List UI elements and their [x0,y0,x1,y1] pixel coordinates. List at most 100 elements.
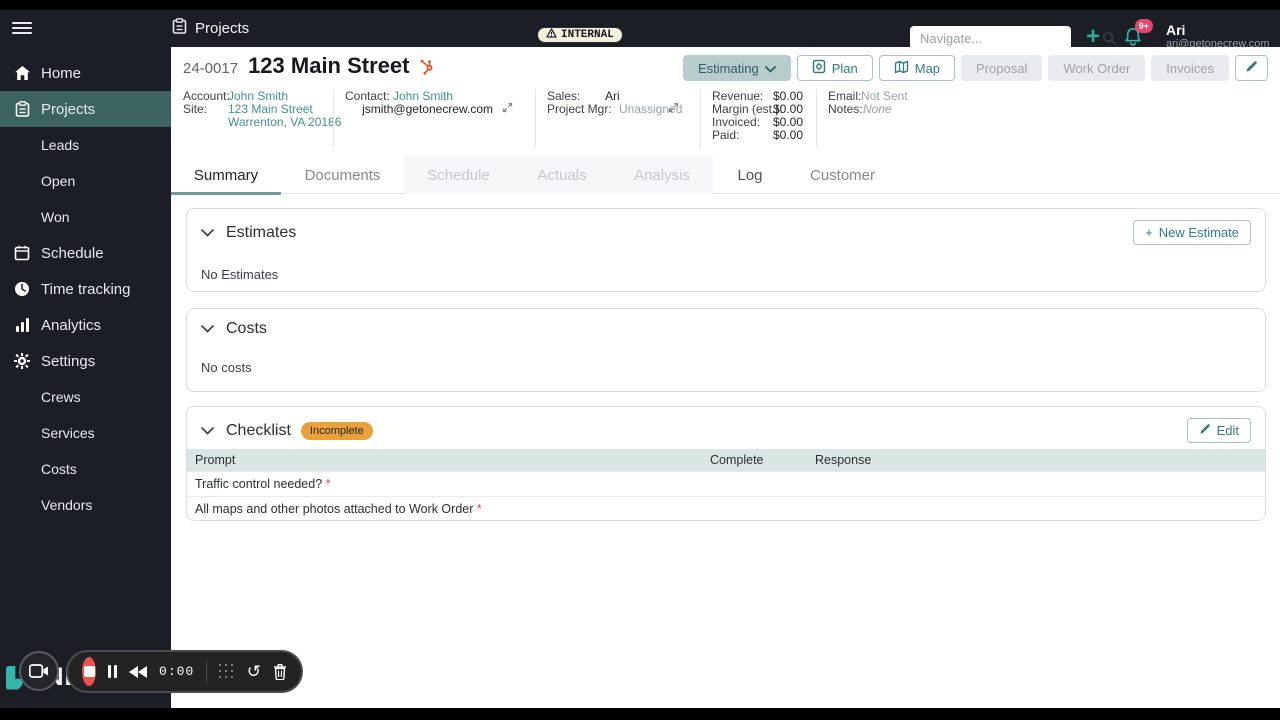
topbar: Projects INTERNAL + 9+ Ari ari@getonecre… [0,10,1280,51]
gear-icon [13,352,31,370]
site-link-line1[interactable]: 123 Main Street [228,102,313,116]
hamburger-menu-icon[interactable] [12,19,32,37]
tab-analysis[interactable]: Analysis [611,156,713,194]
sidebar-item-won[interactable]: Won [41,209,70,225]
project-mgr-value: Unassigned [619,102,683,116]
account-link[interactable]: John Smith [228,89,289,103]
user-menu[interactable]: Ari ari@getonecrew.com [1166,22,1270,50]
project-header: 24-0017 123 Main Street [183,53,436,79]
costs-title: Costs [226,320,267,337]
internal-badge: INTERNAL [537,27,623,43]
work-order-button[interactable]: Work Order [1048,55,1146,81]
checklist-edit-button[interactable]: Edit [1186,418,1251,443]
costs-empty-text: No costs [201,360,252,375]
invoices-button[interactable]: Invoices [1151,55,1229,81]
notes-label: Notes: [828,102,863,116]
stage-dropdown-button[interactable]: Estimating [683,55,791,81]
tab-log[interactable]: Log [737,166,763,184]
proposal-button[interactable]: Proposal [961,55,1043,81]
contact-label: Contact: [345,89,390,103]
estimates-collapse-icon[interactable] [201,228,214,237]
sidebar-item-projects[interactable]: Projects [0,91,171,127]
project-mgr-label: Project Mgr: [547,102,612,116]
tab-customer[interactable]: Customer [809,166,876,184]
sidebar-item-costs[interactable]: Costs [41,461,77,477]
column-prompt: Prompt [187,449,702,472]
tab-bar: Summary Documents Schedule Actuals Analy… [171,156,1280,195]
video-camera-icon [29,664,48,678]
new-estimate-button[interactable]: + New Estimate [1133,220,1251,245]
sidebar-item-crews[interactable]: Crews [41,389,81,405]
site-link-line2[interactable]: Warrenton, VA 20186 [228,115,342,129]
costs-collapse-icon[interactable] [201,325,214,333]
plan-button[interactable]: Plan [796,55,873,81]
camera-bubble-button[interactable] [19,651,59,691]
sales-value: Ari [605,89,620,103]
sidebar-item-home[interactable]: Home [0,55,171,91]
recorder-controls: 0:00 ↺ [66,650,303,693]
restart-recording-icon[interactable]: ↺ [246,662,261,681]
sidebar-item-leads[interactable]: Leads [41,137,80,153]
tab-summary[interactable]: Summary [171,156,281,195]
sidebar-item-open[interactable]: Open [41,173,76,189]
project-title: 123 Main Street [248,53,410,78]
response-cell[interactable] [807,471,1265,497]
sidebar-item-settings[interactable]: Settings [0,343,171,379]
pencil-icon [1199,423,1211,438]
paid-value: $0.00 [772,128,803,142]
warning-icon [546,28,557,42]
recording-timer: 0:00 [159,664,195,679]
checklist-row[interactable]: Traffic control needed? * [187,471,1265,497]
tab-schedule[interactable]: Schedule [404,156,513,194]
edit-project-button[interactable] [1235,55,1268,81]
trash-icon[interactable] [273,663,287,680]
response-cell[interactable] [807,496,1265,520]
invoiced-value: $0.00 [772,115,803,129]
navigate-search-input[interactable] [910,31,1102,46]
home-icon [13,64,31,82]
rewind-icon[interactable] [129,665,148,678]
stop-recording-button[interactable] [82,657,97,686]
checklist-row[interactable]: All maps and other photos attached to Wo… [187,496,1265,520]
main-content: 24-0017 123 Main Street Estimating Plan [171,47,1280,708]
complete-cell[interactable] [702,496,807,520]
complete-cell[interactable] [702,471,807,497]
checklist-panel: Checklist Incomplete Edit Prompt Complet… [186,406,1266,521]
paid-label: Paid: [712,128,740,142]
sidebar-item-vendors[interactable]: Vendors [41,497,93,513]
contact-link[interactable]: John Smith [393,89,454,103]
user-name: Ari [1166,22,1186,38]
sidebar-item-time-tracking[interactable]: Time tracking [0,271,171,307]
team-expand-icon[interactable] [668,102,679,116]
plus-icon: + [1145,225,1153,240]
contact-expand-icon[interactable] [502,102,513,116]
margin-value: $0.00 [772,102,803,116]
map-button[interactable]: Map [878,55,956,81]
tab-actuals[interactable]: Actuals [513,156,611,194]
required-asterisk: * [325,477,331,491]
bar-chart-icon [13,316,31,334]
checklist-collapse-icon[interactable] [201,426,214,435]
hubspot-icon[interactable] [419,59,436,81]
search-icon[interactable] [1102,31,1125,46]
clock-icon [13,280,31,298]
top-black-strip [0,0,1280,10]
sidebar-item-schedule[interactable]: Schedule [0,235,171,271]
chevron-down-icon [764,61,776,76]
pause-button[interactable] [108,665,118,678]
topbar-title: Projects [195,19,250,37]
sidebar-item-analytics[interactable]: Analytics [0,307,171,343]
drag-handle[interactable] [218,663,235,680]
sidebar-item-services[interactable]: Services [41,425,95,441]
project-info-row: Account: John Smith Site: 123 Main Stree… [171,87,1280,157]
estimates-empty-text: No Estimates [201,267,279,282]
map-icon [894,60,909,77]
checklist-header-row: Prompt Complete Response [187,449,1265,472]
projects-icon [172,18,187,38]
notifications-bell-icon[interactable]: 9+ [1121,19,1153,51]
tab-documents[interactable]: Documents [304,166,381,184]
add-new-icon[interactable]: + [1085,23,1100,50]
checklist-title: Checklist [226,421,291,439]
required-asterisk: * [476,502,482,516]
